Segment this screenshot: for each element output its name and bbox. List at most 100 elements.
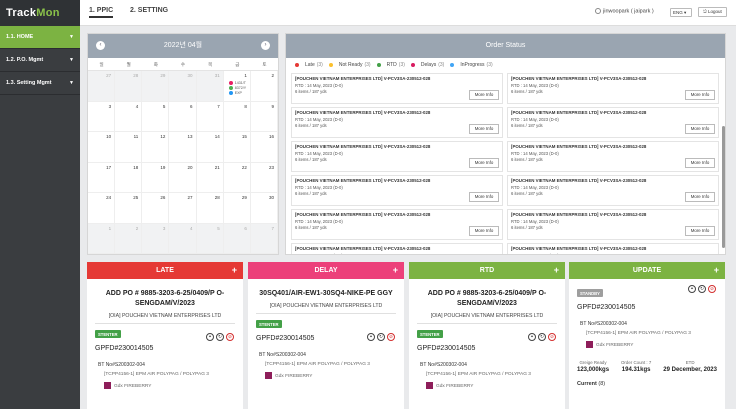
- calendar-day[interactable]: 27: [88, 71, 116, 102]
- calendar-day[interactable]: 27: [169, 193, 197, 224]
- calendar-day[interactable]: 1 1431/T 8372/Y EXP: [223, 71, 251, 102]
- chevron-right-icon[interactable]: ›: [261, 41, 270, 50]
- calendar-day[interactable]: 28: [196, 193, 224, 224]
- calendar-day[interactable]: 16: [250, 132, 278, 163]
- cancel-icon[interactable]: ⊘: [548, 333, 556, 341]
- calendar-day[interactable]: 22: [223, 162, 251, 193]
- calendar-day[interactable]: 2: [250, 71, 278, 102]
- calendar-day[interactable]: 4: [115, 101, 143, 132]
- refresh-icon[interactable]: ↻: [538, 333, 546, 341]
- tab-ppic[interactable]: 1. PPIC: [89, 7, 114, 18]
- cancel-icon[interactable]: ⊘: [226, 333, 234, 341]
- legend-item[interactable]: Not Ready (3): [328, 62, 371, 68]
- calendar-day[interactable]: 20: [169, 162, 197, 193]
- calendar-day[interactable]: 19: [142, 162, 170, 193]
- more-info-button[interactable]: More Info: [685, 192, 715, 202]
- calendar-day[interactable]: 29: [223, 193, 251, 224]
- po-number[interactable]: ADD PO # 9885-3203-6-25/0409/P O-SENGDAM…: [427, 290, 547, 307]
- language-select[interactable]: ENG ▾: [670, 8, 692, 17]
- calendar-day[interactable]: 5: [142, 101, 170, 132]
- calendar-day[interactable]: 13: [169, 132, 197, 163]
- calendar-day[interactable]: 25: [115, 193, 143, 224]
- cancel-icon[interactable]: ⊘: [387, 333, 395, 341]
- calendar-event[interactable]: 1431/T: [228, 81, 246, 86]
- calendar-day[interactable]: 30: [169, 71, 197, 102]
- po-number[interactable]: 30SQ401/AIR-EW1-30SQ4-NIKE-PE GGY: [259, 290, 393, 297]
- legend-item[interactable]: Delays (3): [410, 62, 444, 68]
- order-card[interactable]: [POUCHEN VIETNAM ENTERPRISES LTD] V-PCV3…: [507, 73, 719, 104]
- calendar-event[interactable]: EXP: [228, 91, 246, 96]
- calendar-day[interactable]: 1: [88, 223, 116, 254]
- calendar-day[interactable]: 15: [223, 132, 251, 163]
- link-icon[interactable]: ⚭: [206, 333, 214, 341]
- calendar-day[interactable]: 7: [250, 223, 278, 254]
- calendar-day[interactable]: 10: [88, 132, 116, 163]
- calendar-day[interactable]: 14: [196, 132, 224, 163]
- calendar-day[interactable]: 17: [88, 162, 116, 193]
- order-card[interactable]: [POUCHEN VIETNAM ENTERPRISES LTD] V-PCV3…: [507, 243, 719, 254]
- calendar-day[interactable]: 5: [196, 223, 224, 254]
- calendar-day[interactable]: 6: [223, 223, 251, 254]
- refresh-icon[interactable]: ↻: [698, 285, 706, 293]
- calendar-day[interactable]: 29: [142, 71, 170, 102]
- plus-icon[interactable]: +: [231, 265, 237, 275]
- plus-icon[interactable]: +: [392, 265, 398, 275]
- order-card[interactable]: [POUCHEN VIETNAM ENTERPRISES LTD] V-PCV3…: [507, 175, 719, 206]
- calendar-day[interactable]: 28: [115, 71, 143, 102]
- tab-setting[interactable]: 2. SETTING: [130, 7, 169, 14]
- calendar-day[interactable]: 18: [115, 162, 143, 193]
- more-info-button[interactable]: More Info: [685, 90, 715, 100]
- chevron-left-icon[interactable]: ‹: [96, 41, 105, 50]
- order-card[interactable]: [POUCHEN VIETNAM ENTERPRISES LTD] V-PCV3…: [291, 107, 503, 138]
- day-events[interactable]: 1431/T 8372/Y EXP: [228, 81, 246, 96]
- link-icon[interactable]: ⚭: [528, 333, 536, 341]
- more-info-button[interactable]: More Info: [469, 90, 499, 100]
- calendar-day[interactable]: 6: [169, 101, 197, 132]
- order-card[interactable]: [POUCHEN VIETNAM ENTERPRISES LTD] V-PCV3…: [291, 175, 503, 206]
- user-info[interactable]: jinwoopark ( jaipark ): [595, 8, 654, 14]
- order-card[interactable]: [POUCHEN VIETNAM ENTERPRISES LTD] V-PCV3…: [291, 73, 503, 104]
- order-card[interactable]: [POUCHEN VIETNAM ENTERPRISES LTD] V-PCV3…: [507, 107, 719, 138]
- more-info-button[interactable]: More Info: [469, 158, 499, 168]
- plus-icon[interactable]: +: [713, 265, 719, 275]
- logout-button[interactable]: ⎋ Logout: [698, 7, 727, 17]
- link-icon[interactable]: ⚭: [367, 333, 375, 341]
- refresh-icon[interactable]: ↻: [377, 333, 385, 341]
- more-info-button[interactable]: More Info: [685, 226, 715, 236]
- refresh-icon[interactable]: ↻: [216, 333, 224, 341]
- plus-icon[interactable]: +: [553, 265, 559, 275]
- order-card[interactable]: [POUCHEN VIETNAM ENTERPRISES LTD] V-PCV3…: [291, 243, 503, 254]
- calendar-day[interactable]: 3: [88, 101, 116, 132]
- calendar-day[interactable]: 8: [223, 101, 251, 132]
- calendar-day[interactable]: 21: [196, 162, 224, 193]
- order-card[interactable]: [POUCHEN VIETNAM ENTERPRISES LTD] V-PCV3…: [291, 141, 503, 172]
- order-card[interactable]: [POUCHEN VIETNAM ENTERPRISES LTD] V-PCV3…: [291, 209, 503, 240]
- calendar-day[interactable]: 4: [169, 223, 197, 254]
- more-info-button[interactable]: More Info: [469, 226, 499, 236]
- calendar-day[interactable]: 31: [196, 71, 224, 102]
- calendar-day[interactable]: 3: [142, 223, 170, 254]
- more-info-button[interactable]: More Info: [469, 124, 499, 134]
- link-icon[interactable]: ⚭: [688, 285, 696, 293]
- cancel-icon[interactable]: ⊘: [708, 285, 716, 293]
- sidebar-item-po-mgmt[interactable]: 1.2. P.O. Mgmt ▼: [0, 49, 80, 72]
- legend-item[interactable]: RTD (3): [376, 62, 405, 68]
- more-info-button[interactable]: More Info: [469, 192, 499, 202]
- calendar-day[interactable]: 2: [115, 223, 143, 254]
- legend-item[interactable]: Late (3): [295, 62, 323, 68]
- more-info-button[interactable]: More Info: [685, 124, 715, 134]
- order-list-scrollbar[interactable]: [722, 126, 725, 248]
- calendar-day[interactable]: 9: [250, 101, 278, 132]
- calendar-day[interactable]: 26: [142, 193, 170, 224]
- po-number[interactable]: ADD PO # 9885-3203-6-25/0409/P O-SENGDAM…: [105, 290, 225, 307]
- sidebar-item-home[interactable]: 1.1. HOME ▼: [0, 26, 80, 49]
- more-info-button[interactable]: More Info: [685, 158, 715, 168]
- order-card[interactable]: [POUCHEN VIETNAM ENTERPRISES LTD] V-PCV3…: [507, 209, 719, 240]
- calendar-day[interactable]: 7: [196, 101, 224, 132]
- legend-item[interactable]: InProgress (3): [450, 62, 493, 68]
- calendar-day[interactable]: 24: [88, 193, 116, 224]
- calendar-event[interactable]: 8372/Y: [228, 86, 246, 91]
- app-logo[interactable]: TrackMon: [0, 0, 80, 26]
- calendar-day[interactable]: 30: [250, 193, 278, 224]
- calendar-day[interactable]: 12: [142, 132, 170, 163]
